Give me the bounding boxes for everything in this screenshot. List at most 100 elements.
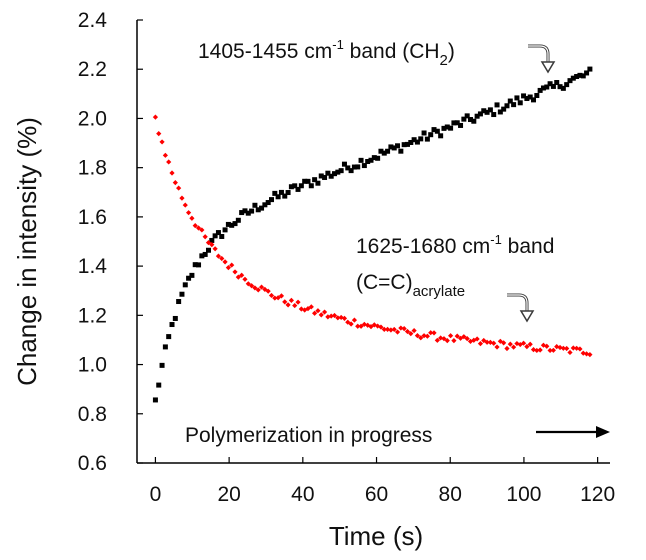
- black-data-point: [454, 120, 460, 126]
- red-data-point: [391, 326, 397, 333]
- red-data-point: [169, 170, 175, 176]
- red-data-point: [517, 341, 523, 348]
- red-data-point: [511, 344, 517, 350]
- black-data-point: [288, 184, 294, 190]
- red-data-point: [414, 333, 421, 339]
- red-data-point: [172, 180, 178, 186]
- black-data-point: [365, 159, 371, 165]
- red-data-point: [394, 329, 401, 335]
- red-data-point: [195, 225, 202, 231]
- red-data-point: [491, 340, 497, 346]
- black-data-point: [219, 233, 225, 239]
- x-tick-label: 60: [365, 483, 388, 506]
- black-data-point: [212, 233, 218, 239]
- y-tick-label: 2.2: [78, 58, 107, 81]
- annotations-layer: 1405-1455 cm-1 band (CH2) 1625-1680 cm-1 …: [185, 37, 610, 447]
- red-data-point: [292, 302, 298, 309]
- red-data-point: [222, 259, 228, 265]
- red-data-point: [444, 338, 450, 344]
- red-data-point: [564, 345, 570, 352]
- ch2-band-annotation: 1405-1455 cm-1 band (CH2): [198, 37, 455, 69]
- black-data-point: [318, 173, 324, 179]
- red-data-point: [570, 345, 576, 351]
- red-data-point: [527, 341, 533, 347]
- black-data-point: [199, 253, 205, 259]
- black-data-point: [272, 190, 278, 196]
- red-data-point: [159, 139, 165, 145]
- black-data-point: [411, 137, 417, 143]
- black-data-point: [245, 210, 251, 216]
- red-data-point: [152, 114, 159, 120]
- ticks-layer: 0.6 0.8 1.0 1.2 1.4 1.6 1.8 2.0 2.2 2.4 0 20 40 60 80 1…: [78, 9, 615, 506]
- black-data-point: [235, 217, 241, 223]
- black-data-point: [414, 139, 420, 145]
- red-data-point: [315, 308, 321, 314]
- black-data-point: [391, 145, 397, 151]
- black-data-point: [428, 132, 434, 138]
- black-data-point: [487, 107, 493, 113]
- red-data-point: [530, 346, 537, 353]
- red-data-point: [554, 344, 560, 350]
- x-tick-label: 20: [217, 483, 240, 506]
- black-data-point: [481, 108, 487, 114]
- black-data-point: [325, 170, 331, 176]
- red-data-point: [212, 246, 218, 252]
- black-data-point: [162, 344, 168, 350]
- red-data-point: [567, 349, 573, 356]
- black-data-point: [401, 142, 407, 148]
- black-data-point: [388, 144, 394, 150]
- black-data-point: [338, 168, 344, 174]
- black-data-point: [421, 130, 427, 136]
- red-data-point: [209, 242, 215, 248]
- black-data-point: [424, 136, 430, 142]
- red-data-point: [341, 315, 348, 321]
- y-tick-label: 1.6: [78, 206, 107, 229]
- black-data-point: [574, 74, 580, 80]
- progress-arrow-icon: [536, 426, 610, 438]
- black-data-point: [547, 81, 553, 87]
- y-tick-label: 0.8: [78, 403, 107, 426]
- red-data-point: [239, 272, 245, 278]
- red-data-point: [262, 286, 268, 292]
- red-data-point: [331, 312, 338, 319]
- black-data-point: [448, 125, 454, 131]
- red-data-point: [534, 347, 540, 354]
- black-data-point: [348, 168, 354, 174]
- black-data-point: [179, 291, 185, 297]
- y-tick-label: 1.0: [78, 354, 107, 377]
- black-data-point: [152, 397, 158, 403]
- black-data-point: [371, 155, 377, 161]
- black-data-point: [252, 202, 258, 208]
- black-data-point: [209, 237, 215, 243]
- red-data-point: [265, 288, 271, 294]
- black-data-point: [361, 163, 367, 169]
- black-data-point: [202, 251, 208, 257]
- data-points-layer: [152, 66, 593, 403]
- red-data-point: [358, 323, 364, 329]
- black-data-point: [527, 94, 533, 100]
- black-data-point: [540, 85, 546, 91]
- black-data-point: [169, 322, 175, 328]
- black-data-point: [322, 174, 328, 180]
- red-data-point: [302, 307, 308, 313]
- black-data-point: [265, 200, 271, 206]
- black-data-point: [358, 157, 364, 163]
- black-data-point: [328, 173, 334, 179]
- red-data-point: [235, 274, 241, 280]
- black-data-point: [471, 118, 477, 124]
- red-data-point: [384, 326, 391, 332]
- axes-layer: Time (s) Change in intensity (%): [12, 20, 610, 551]
- black-data-point: [484, 109, 490, 115]
- red-data-point: [348, 321, 354, 327]
- red-data-point: [215, 253, 222, 259]
- red-data-point: [245, 281, 251, 287]
- y-tick-label: 2.0: [78, 107, 107, 130]
- black-data-point: [570, 75, 576, 81]
- red-data-point: [202, 234, 208, 240]
- black-data-point: [497, 109, 503, 115]
- y-tick-label: 1.2: [78, 304, 107, 327]
- red-data-point: [428, 330, 434, 336]
- black-data-point: [242, 208, 248, 214]
- black-data-point: [355, 164, 361, 170]
